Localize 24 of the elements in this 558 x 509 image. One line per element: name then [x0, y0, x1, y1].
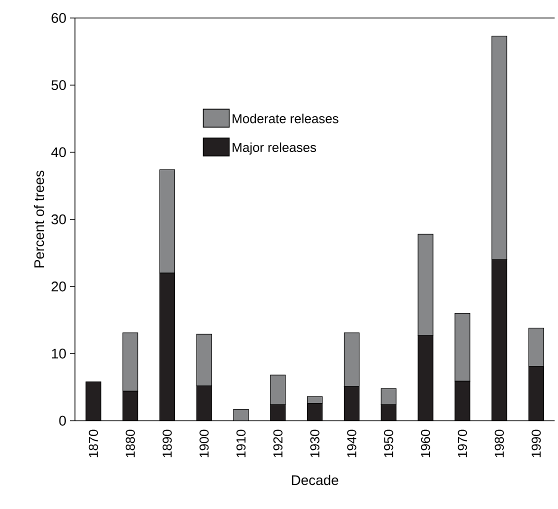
y-tick-label: 20: [52, 282, 66, 292]
legend-label: Moderate releases: [232, 114, 338, 124]
x-tick-label: 1970: [458, 430, 468, 458]
x-tick-label: 1890: [162, 430, 172, 458]
x-tick-label: 1960: [420, 430, 430, 458]
y-tick-label: 60: [52, 13, 66, 24]
y-tick-label: 40: [51, 147, 66, 158]
x-tick-label: 1940: [347, 430, 356, 458]
x-tick-label: 1950: [384, 430, 394, 458]
x-tick-label: 1870: [88, 430, 98, 458]
x-tick-label: 1920: [273, 430, 282, 458]
x-tick-label: 1980: [494, 430, 504, 458]
x-axis-title: Decade: [292, 475, 338, 486]
y-tick-label: 30: [51, 214, 66, 224]
y-tick-label: 0: [59, 416, 66, 426]
x-tick-label: 1900: [200, 430, 209, 458]
x-tick-label: 1910: [236, 430, 246, 458]
legend-label: Major releases: [232, 142, 316, 155]
y-tick-label: 10: [52, 348, 66, 359]
x-tick-label: 1880: [126, 430, 135, 458]
x-tick-label: 1990: [532, 430, 541, 458]
y-axis-title: Percent of trees: [34, 170, 44, 268]
x-tick-label: 1930: [310, 430, 320, 458]
y-tick-label: 50: [52, 80, 66, 90]
